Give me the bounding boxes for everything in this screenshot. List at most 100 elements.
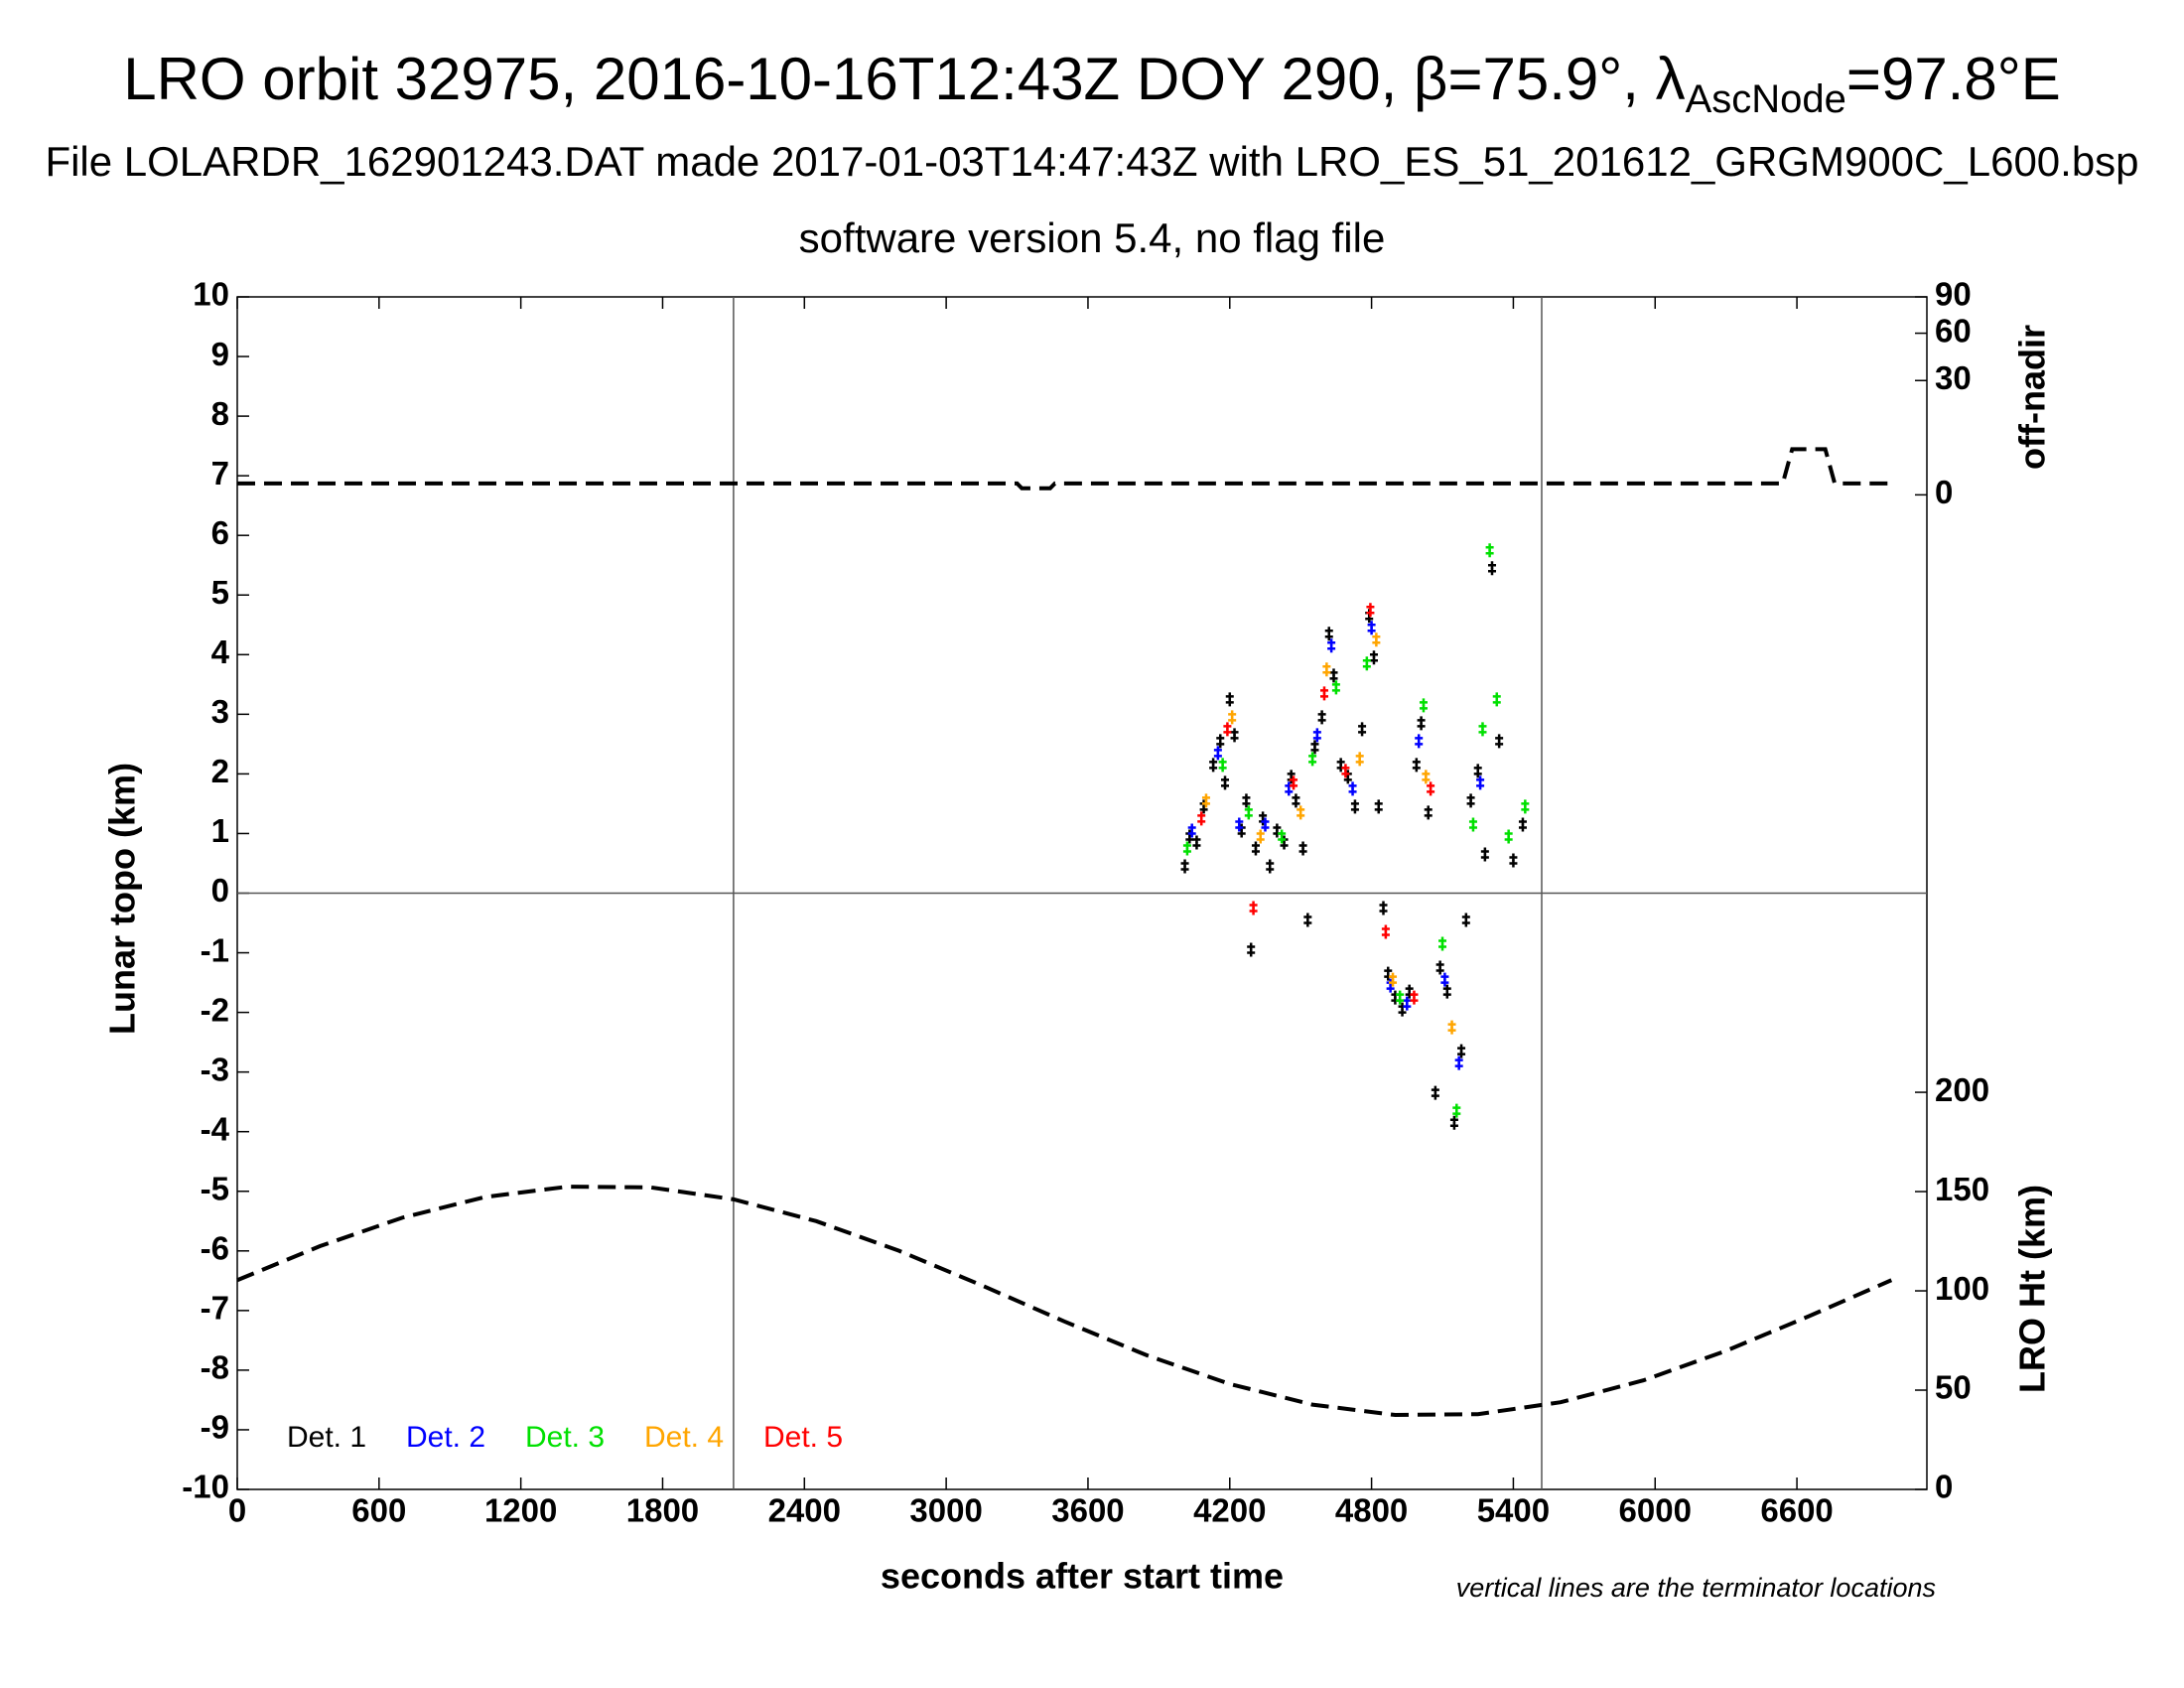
data-point <box>1312 734 1321 743</box>
data-point <box>1457 1050 1466 1058</box>
note: vertical lines are the terminator locati… <box>1456 1573 1936 1603</box>
data-point <box>1331 686 1340 695</box>
data-point <box>1244 811 1253 820</box>
data-point <box>1319 692 1328 701</box>
x-tick-label: 3600 <box>1051 1492 1124 1529</box>
data-point <box>1358 728 1367 737</box>
data-point <box>1228 716 1237 725</box>
data-point <box>1435 966 1444 975</box>
data-point <box>1473 770 1482 778</box>
x-tick-label: 0 <box>228 1492 246 1529</box>
y-tick-label: 9 <box>211 336 229 372</box>
x-axis-label: seconds after start time <box>881 1556 1284 1597</box>
y2-axis-label: off-nadir <box>2012 325 2053 470</box>
data-point <box>1440 978 1449 987</box>
data-point <box>1403 1002 1412 1011</box>
subtitle: File LOLARDR_162901243.DAT made 2017-01-… <box>45 138 2138 185</box>
data-point <box>1366 609 1375 618</box>
x-tick-label: 3000 <box>909 1492 982 1529</box>
data-point <box>1223 728 1232 737</box>
title-main: LRO orbit 32975, 2016-10-16T12:43Z DOY 2… <box>123 46 1685 112</box>
data-point <box>1185 835 1194 844</box>
y3-tick-label: 50 <box>1935 1369 1972 1406</box>
data-point <box>1355 758 1364 767</box>
y-tick-label: -4 <box>201 1110 230 1147</box>
data-point <box>1449 1121 1458 1130</box>
data-point <box>1367 627 1376 635</box>
data-point <box>1468 823 1477 832</box>
data-point <box>1218 764 1227 773</box>
data-point <box>1327 644 1336 653</box>
data-point <box>1278 835 1287 844</box>
data-point <box>1452 1109 1461 1118</box>
data-point <box>1237 829 1246 838</box>
y-tick-label: 1 <box>211 812 229 849</box>
data-point <box>1417 722 1426 731</box>
data-point <box>1261 823 1270 832</box>
data-point <box>1221 781 1230 790</box>
data-point <box>1438 942 1447 951</box>
data-point <box>1422 775 1431 784</box>
data-point <box>1290 781 1298 790</box>
data-point <box>1518 823 1527 832</box>
y-tick-label: -6 <box>201 1230 229 1267</box>
y-axis-label: Lunar topo (km) <box>102 763 143 1035</box>
y-tick-label: -10 <box>182 1469 229 1505</box>
data-point <box>1341 770 1350 778</box>
data-point <box>1480 853 1489 862</box>
data-point <box>1308 758 1317 767</box>
y-tick-label: 0 <box>211 872 229 909</box>
data-point <box>1266 865 1275 874</box>
y3-tick-label: 100 <box>1935 1270 1989 1307</box>
data-point <box>1389 978 1398 987</box>
data-point <box>1251 847 1260 856</box>
chart-title: LRO orbit 32975, 2016-10-16T12:43Z DOY 2… <box>123 46 2061 121</box>
x-tick-label: 1200 <box>484 1492 557 1529</box>
y3-tick-label: 200 <box>1935 1071 1989 1108</box>
off-nadir-line <box>237 447 1892 491</box>
data-point <box>1431 1091 1439 1100</box>
y3-axis-label: LRO Ht (km) <box>2012 1185 2053 1393</box>
y-tick-label: 4 <box>211 633 230 670</box>
legend-entry: Det. 5 <box>763 1421 843 1454</box>
y-tick-label: -3 <box>201 1051 229 1087</box>
data-point <box>1454 1061 1463 1070</box>
data-point <box>1187 829 1196 838</box>
data-point <box>1310 746 1319 755</box>
legend-entry: Det. 1 <box>287 1421 366 1454</box>
y-tick-label: -1 <box>201 931 229 968</box>
data-point <box>1410 996 1419 1005</box>
data-point <box>1285 787 1294 796</box>
data-point <box>1476 781 1485 790</box>
data-point <box>1350 805 1359 814</box>
y-tick-label: 5 <box>211 574 229 611</box>
data-point <box>1213 752 1222 761</box>
legend-entry: Det. 3 <box>525 1421 605 1454</box>
data-point <box>1324 633 1333 641</box>
x-tick-label: 5400 <box>1477 1492 1550 1529</box>
y2-tick-label: 90 <box>1935 276 1972 313</box>
data-point <box>1192 841 1201 850</box>
data-point <box>1180 865 1189 874</box>
y-tick-label: 8 <box>211 395 229 432</box>
data-point <box>1225 698 1234 707</box>
legend-entry: Det. 2 <box>406 1421 485 1454</box>
subtitle: software version 5.4, no flag file <box>799 214 1386 261</box>
data-point <box>1182 847 1191 856</box>
y2-tick-label: 60 <box>1935 312 1972 349</box>
data-point <box>1396 996 1405 1005</box>
data-point <box>1247 948 1256 957</box>
data-point <box>1297 811 1305 820</box>
y-tick-label: -8 <box>201 1349 229 1386</box>
data-point <box>1509 859 1518 868</box>
y-tick-label: 2 <box>211 753 229 789</box>
data-point <box>1495 740 1504 749</box>
data-point <box>1235 823 1244 832</box>
data-point <box>1427 787 1435 796</box>
y-tick-label: -2 <box>201 991 229 1028</box>
data-point <box>1230 734 1239 743</box>
title-sub: AscNode <box>1686 77 1846 121</box>
y-tick-label: -5 <box>201 1170 229 1206</box>
data-point <box>1447 1026 1456 1035</box>
